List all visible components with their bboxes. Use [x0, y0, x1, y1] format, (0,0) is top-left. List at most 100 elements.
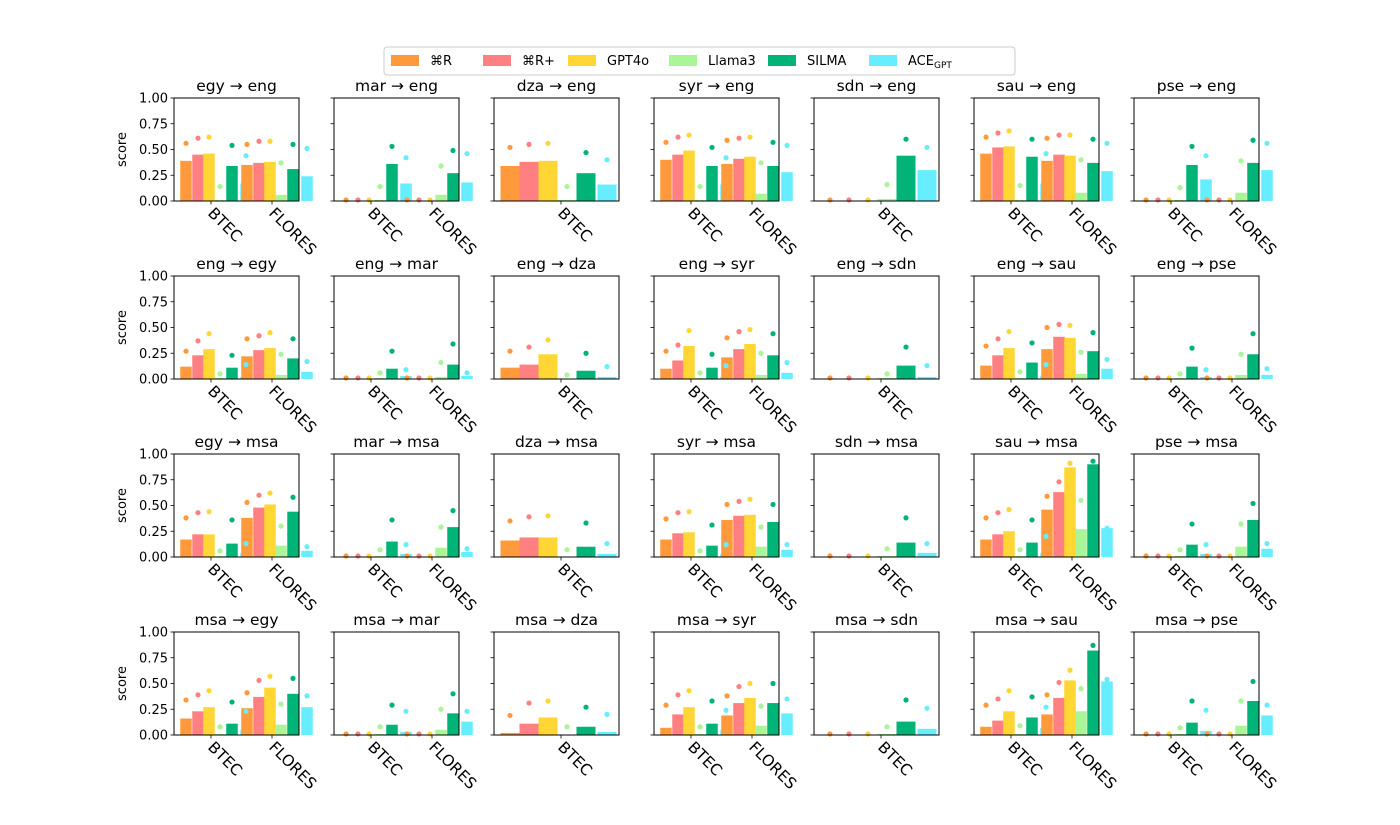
score-dot — [1078, 157, 1084, 163]
bar — [275, 545, 287, 557]
bar — [1003, 146, 1015, 201]
subplot: eng → syr BTEC FLORES — [650, 255, 800, 437]
bar — [980, 365, 992, 379]
y-tick-label: 0.75 — [139, 295, 168, 310]
bar — [1053, 336, 1065, 379]
bar — [877, 555, 897, 557]
subplot: eng → pse BTEC FLORES — [1130, 255, 1280, 437]
score-dot — [1056, 479, 1062, 485]
bar — [1247, 354, 1259, 379]
x-tick-label: FLORES — [425, 204, 480, 259]
score-dot — [827, 731, 833, 737]
score-dot — [1056, 132, 1062, 138]
score-dot — [675, 134, 681, 140]
subplot: msa → mar BTEC FLORES — [330, 611, 480, 793]
bar — [447, 527, 459, 557]
legend-swatch — [483, 55, 511, 66]
score-dot — [1216, 553, 1222, 559]
score-dot — [723, 707, 729, 713]
bar — [301, 550, 313, 557]
score-dot — [1006, 507, 1012, 513]
axes-frame — [813, 453, 940, 558]
bar — [203, 534, 215, 557]
bar — [706, 723, 718, 735]
bar — [226, 367, 238, 379]
y-tick-label: 0.25 — [139, 525, 168, 540]
score-dot — [195, 510, 201, 516]
bar — [1014, 377, 1026, 379]
bar — [597, 184, 617, 201]
y-tick-label: 1.00 — [139, 270, 168, 285]
score-dot — [1189, 521, 1195, 527]
bar — [755, 374, 767, 379]
x-tick-label: BTEC — [1164, 382, 1206, 424]
score-dot — [903, 344, 909, 350]
bar — [203, 707, 215, 735]
legend-label: ⌘R — [430, 54, 452, 69]
score-dot — [1017, 723, 1023, 729]
score-dot — [995, 130, 1001, 136]
score-dot — [278, 351, 284, 357]
bar — [264, 687, 276, 735]
score-dot — [343, 553, 349, 559]
x-tick-label: BTEC — [684, 382, 726, 424]
score-dot — [403, 155, 409, 161]
bar — [1101, 171, 1113, 201]
bar — [721, 715, 733, 735]
score-dot — [1044, 324, 1050, 331]
score-dot — [1044, 493, 1050, 499]
bar — [253, 350, 265, 379]
score-dot — [389, 702, 395, 708]
score-dot — [377, 724, 383, 730]
score-dot — [1177, 547, 1183, 553]
score-dot — [1143, 197, 1149, 203]
score-dot — [1006, 688, 1012, 694]
bar — [287, 169, 299, 201]
score-dot — [784, 542, 790, 548]
bar — [264, 348, 276, 379]
score-dot — [1238, 158, 1244, 164]
score-dot — [663, 348, 669, 354]
score-dot — [1017, 369, 1023, 375]
bar — [733, 349, 745, 379]
score-dot — [545, 337, 551, 343]
score-dot — [924, 541, 930, 547]
score-dot — [1029, 136, 1035, 142]
bar — [992, 720, 1004, 735]
subplot: dza → eng BTEC — [490, 77, 620, 246]
subplot-title: sdn → msa — [835, 433, 918, 451]
x-tick-label: FLORES — [425, 382, 480, 437]
score-dot — [507, 518, 513, 524]
bar — [1101, 368, 1113, 379]
y-axis-label: score — [115, 310, 130, 345]
bar — [1075, 373, 1087, 379]
bar — [203, 349, 215, 379]
score-dot — [1238, 521, 1244, 527]
score-dot — [686, 509, 692, 515]
score-dot — [1216, 197, 1222, 203]
score-dot — [1264, 702, 1270, 708]
bar — [1247, 162, 1259, 201]
score-dot — [195, 692, 201, 698]
bar — [538, 537, 558, 557]
bar — [672, 360, 684, 379]
score-dot — [355, 197, 361, 203]
score-dot — [1056, 321, 1062, 328]
subplot: sau → msa BTEC FLORES — [970, 433, 1120, 615]
bar — [683, 150, 695, 201]
bar — [1064, 680, 1076, 735]
score-dot — [403, 542, 409, 548]
score-dot — [1189, 345, 1195, 351]
bar — [386, 163, 398, 201]
score-dot — [464, 708, 470, 714]
score-dot — [1143, 731, 1149, 737]
bar — [1235, 725, 1247, 735]
subplot: egy → msa 0.00 0.25 0.50 0.75 1.00 score BTEC FL… — [115, 433, 320, 615]
bar — [1041, 509, 1053, 557]
subplot-title: mar → eng — [355, 77, 438, 95]
y-axis-label: score — [115, 666, 130, 701]
y-tick-label: 0.75 — [139, 473, 168, 488]
score-dot — [217, 371, 223, 377]
bar — [1261, 170, 1273, 201]
subplot-title: egy → msa — [194, 433, 278, 451]
